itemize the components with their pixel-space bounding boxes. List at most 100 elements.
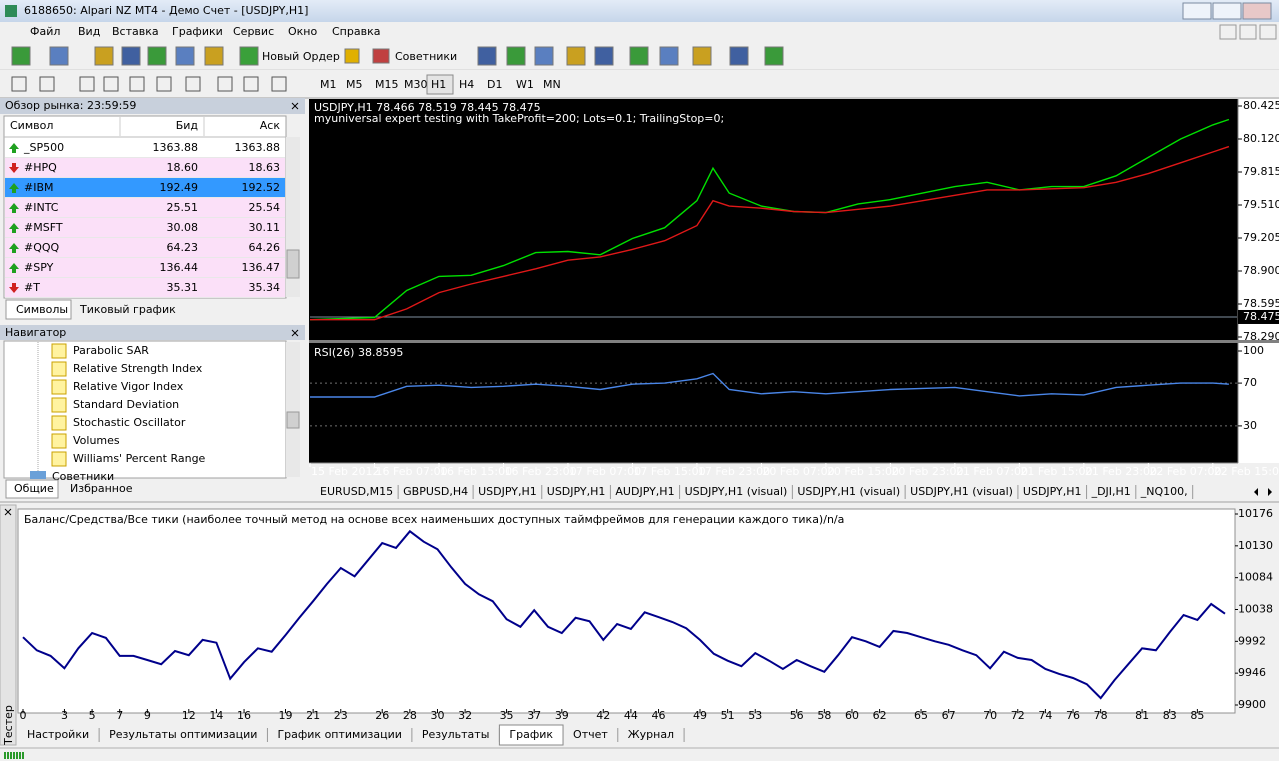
drawing-tool[interactable] bbox=[79, 76, 95, 92]
toolbar-icon[interactable] bbox=[11, 46, 31, 66]
timeframe-button[interactable]: M1 bbox=[320, 78, 337, 91]
toolbar-icon[interactable] bbox=[121, 46, 141, 66]
chart-tab[interactable]: EURUSD,M15 bbox=[320, 485, 393, 498]
toolbar-icon[interactable] bbox=[147, 46, 167, 66]
tab[interactable]: Символы bbox=[16, 303, 68, 316]
chart-tab[interactable]: USDJPY,H1 bbox=[478, 485, 537, 498]
table-row[interactable] bbox=[5, 278, 285, 298]
timeframe-button[interactable]: M5 bbox=[346, 78, 363, 91]
tester-tab[interactable]: График оптимизации bbox=[277, 728, 401, 741]
timeframe-button[interactable]: W1 bbox=[516, 78, 534, 91]
toolbar-icon[interactable] bbox=[372, 48, 390, 64]
toolbar-icon[interactable] bbox=[764, 46, 784, 66]
timeframe-button[interactable]: M30 bbox=[404, 78, 428, 91]
toolbar-icon[interactable] bbox=[506, 46, 526, 66]
experts-button[interactable]: Советники bbox=[395, 50, 457, 63]
mdi-button[interactable] bbox=[1259, 24, 1277, 40]
table-row[interactable] bbox=[5, 238, 285, 258]
toolbar-icon[interactable] bbox=[94, 46, 114, 66]
mdi-button[interactable] bbox=[1219, 24, 1237, 40]
tester-tab[interactable]: Настройки bbox=[27, 728, 89, 741]
timeframe-button[interactable]: M15 bbox=[375, 78, 399, 91]
toolbar-icon[interactable] bbox=[204, 46, 224, 66]
menu-item[interactable]: Графики bbox=[172, 25, 223, 38]
menu-item[interactable]: Сервис bbox=[233, 25, 274, 38]
window-button[interactable] bbox=[1212, 2, 1242, 20]
chart-tab[interactable]: USDJPY,H1 bbox=[1023, 485, 1082, 498]
tab-scroll[interactable] bbox=[1254, 488, 1272, 496]
tab-active[interactable] bbox=[5, 479, 59, 499]
drawing-tool[interactable] bbox=[156, 76, 172, 92]
tab[interactable]: Общие bbox=[14, 482, 54, 495]
indicator-item[interactable]: Standard Deviation bbox=[73, 398, 179, 411]
chart-tab[interactable]: USDJPY,H1 bbox=[547, 485, 606, 498]
toolbar-icon[interactable] bbox=[534, 46, 554, 66]
toolbar-icon[interactable] bbox=[239, 46, 259, 66]
menu-item[interactable]: Вставка bbox=[112, 25, 159, 38]
drawing-tool[interactable] bbox=[217, 76, 233, 92]
tab[interactable]: Избранное bbox=[70, 482, 133, 495]
table-row[interactable] bbox=[5, 258, 285, 278]
drawing-tool[interactable] bbox=[271, 76, 287, 92]
indicator-item[interactable]: Parabolic SAR bbox=[73, 344, 149, 357]
toolbar-icon[interactable] bbox=[729, 46, 749, 66]
toolbar-icon[interactable] bbox=[629, 46, 649, 66]
table-row[interactable] bbox=[5, 138, 285, 158]
chart-tab[interactable]: USDJPY,H1 (visual) bbox=[797, 485, 900, 498]
table-row[interactable] bbox=[5, 198, 285, 218]
toolbar-icon[interactable] bbox=[477, 46, 497, 66]
table-row[interactable] bbox=[5, 178, 285, 198]
menu-item[interactable]: Окно bbox=[288, 25, 317, 38]
tester-tab[interactable]: Результаты bbox=[422, 728, 490, 741]
drawing-tool[interactable] bbox=[11, 76, 27, 92]
chart-tab[interactable]: USDJPY,H1 (visual) bbox=[685, 485, 788, 498]
scroll-thumb[interactable] bbox=[286, 411, 300, 429]
table-row[interactable] bbox=[5, 158, 285, 178]
indicator-item[interactable]: Williams' Percent Range bbox=[73, 452, 206, 465]
drawing-tool[interactable] bbox=[185, 76, 201, 92]
menu-item[interactable]: Файл bbox=[30, 25, 60, 38]
mdi-button[interactable] bbox=[1239, 24, 1257, 40]
drawing-tool[interactable] bbox=[129, 76, 145, 92]
toolbar-icon[interactable] bbox=[175, 46, 195, 66]
chart-tab[interactable]: _NQ100, bbox=[1140, 485, 1188, 498]
series-line bbox=[309, 118, 1230, 321]
timeframe-button[interactable]: H1 bbox=[431, 78, 446, 91]
toolbar-icon[interactable] bbox=[566, 46, 586, 66]
toolbar-icon[interactable] bbox=[659, 46, 679, 66]
menu-bar bbox=[0, 22, 1279, 42]
table-row[interactable] bbox=[5, 218, 285, 238]
menu-item[interactable]: Вид bbox=[78, 25, 101, 38]
chart-tab[interactable]: GBPUSD,H4 bbox=[403, 485, 468, 498]
timeframe-button[interactable]: D1 bbox=[487, 78, 502, 91]
window-button[interactable] bbox=[1242, 2, 1272, 20]
window-button[interactable] bbox=[1182, 2, 1212, 20]
scroll-thumb[interactable] bbox=[286, 249, 300, 279]
chart-tab[interactable]: _DJI,H1 bbox=[1091, 485, 1131, 498]
navigator-folder[interactable]: Советники bbox=[52, 470, 114, 483]
drawing-tool[interactable] bbox=[39, 76, 55, 92]
drawing-tool[interactable] bbox=[243, 76, 259, 92]
drawing-tool[interactable] bbox=[103, 76, 119, 92]
tab-active[interactable] bbox=[498, 724, 564, 746]
tester-tab[interactable]: Результаты оптимизации bbox=[109, 728, 257, 741]
indicator-item[interactable]: Relative Vigor Index bbox=[73, 380, 184, 393]
indicator-item[interactable]: Volumes bbox=[73, 434, 120, 447]
indicator-item[interactable]: Stochastic Oscillator bbox=[73, 416, 186, 429]
toolbar-icon[interactable] bbox=[692, 46, 712, 66]
toolbar-icon[interactable] bbox=[344, 48, 360, 64]
menu-item[interactable]: Справка bbox=[332, 25, 380, 38]
tester-tab[interactable]: Журнал bbox=[628, 728, 674, 741]
toolbar-icon[interactable] bbox=[49, 46, 69, 66]
tester-tab[interactable]: Отчет bbox=[573, 728, 608, 741]
toolbar-icon[interactable] bbox=[594, 46, 614, 66]
chart-tab[interactable]: USDJPY,H1 (visual) bbox=[910, 485, 1013, 498]
new-order-button[interactable]: Новый Ордер bbox=[262, 50, 340, 63]
tab-active[interactable] bbox=[5, 299, 72, 320]
chart-tab[interactable]: AUDJPY,H1 bbox=[615, 485, 674, 498]
tab[interactable]: Тиковый график bbox=[79, 303, 176, 316]
timeframe-button[interactable]: MN bbox=[543, 78, 561, 91]
timeframe-button[interactable]: H4 bbox=[459, 78, 474, 91]
tester-tab[interactable]: График bbox=[509, 728, 553, 741]
indicator-item[interactable]: Relative Strength Index bbox=[73, 362, 203, 375]
